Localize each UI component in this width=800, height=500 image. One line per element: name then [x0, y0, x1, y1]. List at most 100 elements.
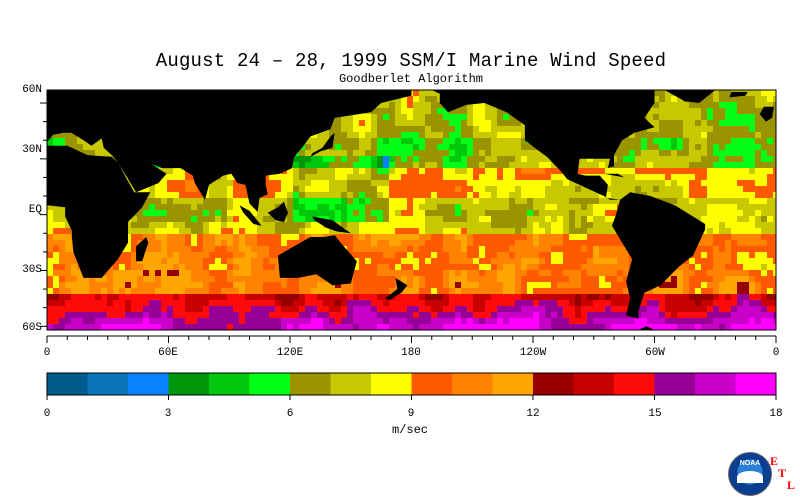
wind-cell	[47, 324, 53, 330]
wind-cell	[599, 210, 605, 216]
wind-cell	[419, 168, 425, 174]
wind-cell	[221, 264, 227, 270]
wind-cell	[365, 150, 371, 156]
wind-cell	[167, 300, 173, 306]
wind-cell	[59, 270, 65, 276]
land-new-guinea	[312, 216, 351, 234]
wind-cell	[701, 180, 707, 186]
wind-cell	[149, 288, 155, 294]
wind-cell	[263, 324, 269, 330]
wind-cell	[377, 126, 383, 132]
wind-cell	[221, 204, 227, 210]
wind-cell	[503, 324, 509, 330]
wind-cell	[767, 252, 773, 258]
wind-cell	[407, 246, 413, 252]
wind-cell	[623, 318, 629, 324]
wind-cell	[281, 192, 287, 198]
wind-cell	[305, 216, 311, 222]
wind-cell	[329, 204, 335, 210]
wind-cell	[611, 246, 617, 252]
wind-cell	[695, 198, 701, 204]
wind-cell	[389, 312, 395, 318]
wind-cell	[641, 306, 647, 312]
wind-cell	[371, 108, 377, 114]
wind-cell	[359, 216, 365, 222]
wind-cell	[755, 216, 761, 222]
wind-cell	[311, 156, 317, 162]
wind-cell	[401, 174, 407, 180]
wind-cell	[707, 96, 713, 102]
wind-cell	[275, 270, 281, 276]
wind-cell	[365, 234, 371, 240]
wind-cell	[503, 174, 509, 180]
wind-cell	[749, 264, 755, 270]
wind-cell	[149, 312, 155, 318]
wind-cell	[419, 288, 425, 294]
wind-cell	[659, 312, 665, 318]
wind-cell	[659, 150, 665, 156]
wind-cell	[749, 192, 755, 198]
wind-cell	[305, 276, 311, 282]
wind-cell	[413, 150, 419, 156]
wind-cell	[167, 270, 173, 276]
wind-cell	[203, 276, 209, 282]
map-frame	[46, 89, 777, 331]
wind-cell	[437, 144, 443, 150]
wind-cell	[491, 222, 497, 228]
wind-cell	[599, 156, 605, 162]
wind-cell	[749, 228, 755, 234]
wind-cell	[689, 186, 695, 192]
wind-cell	[437, 102, 443, 108]
wind-cell	[191, 198, 197, 204]
wind-cell	[263, 228, 269, 234]
wind-cell	[743, 132, 749, 138]
land-africa	[47, 145, 151, 278]
wind-cell	[239, 324, 245, 330]
wind-cell	[503, 264, 509, 270]
wind-cell	[419, 294, 425, 300]
wind-cell	[89, 300, 95, 306]
wind-cell	[587, 192, 593, 198]
wind-cell	[317, 162, 323, 168]
wind-cell	[455, 126, 461, 132]
wind-cell	[311, 222, 317, 228]
wind-cell	[383, 300, 389, 306]
wind-cell	[767, 204, 773, 210]
wind-cell	[725, 174, 731, 180]
wind-cell	[725, 90, 731, 96]
wind-cell	[323, 204, 329, 210]
wind-cell	[599, 306, 605, 312]
wind-cell	[671, 126, 677, 132]
wind-cell	[413, 228, 419, 234]
wind-cell	[761, 174, 767, 180]
wind-cell	[389, 318, 395, 324]
wind-cell	[437, 240, 443, 246]
wind-cell	[539, 258, 545, 264]
wind-cell	[413, 276, 419, 282]
wind-cell	[761, 216, 767, 222]
wind-cell	[305, 168, 311, 174]
wind-cell	[725, 252, 731, 258]
wind-cell	[599, 300, 605, 306]
wind-cell	[431, 264, 437, 270]
wind-cell	[173, 186, 179, 192]
wind-cell	[515, 210, 521, 216]
wind-cell	[701, 282, 707, 288]
wind-cell	[623, 258, 629, 264]
wind-cell	[389, 258, 395, 264]
wind-cell	[293, 156, 299, 162]
wind-cell	[491, 252, 497, 258]
wind-cell	[161, 252, 167, 258]
wind-cell	[491, 288, 497, 294]
wind-cell	[755, 96, 761, 102]
wind-cell	[449, 288, 455, 294]
wind-cell	[281, 294, 287, 300]
wind-cell	[497, 186, 503, 192]
wind-cell	[545, 216, 551, 222]
wind-cell	[209, 324, 215, 330]
wind-cell	[239, 216, 245, 222]
wind-cell	[53, 138, 59, 144]
wind-cell	[671, 276, 677, 282]
wind-cell	[581, 156, 587, 162]
wind-cell	[551, 270, 557, 276]
